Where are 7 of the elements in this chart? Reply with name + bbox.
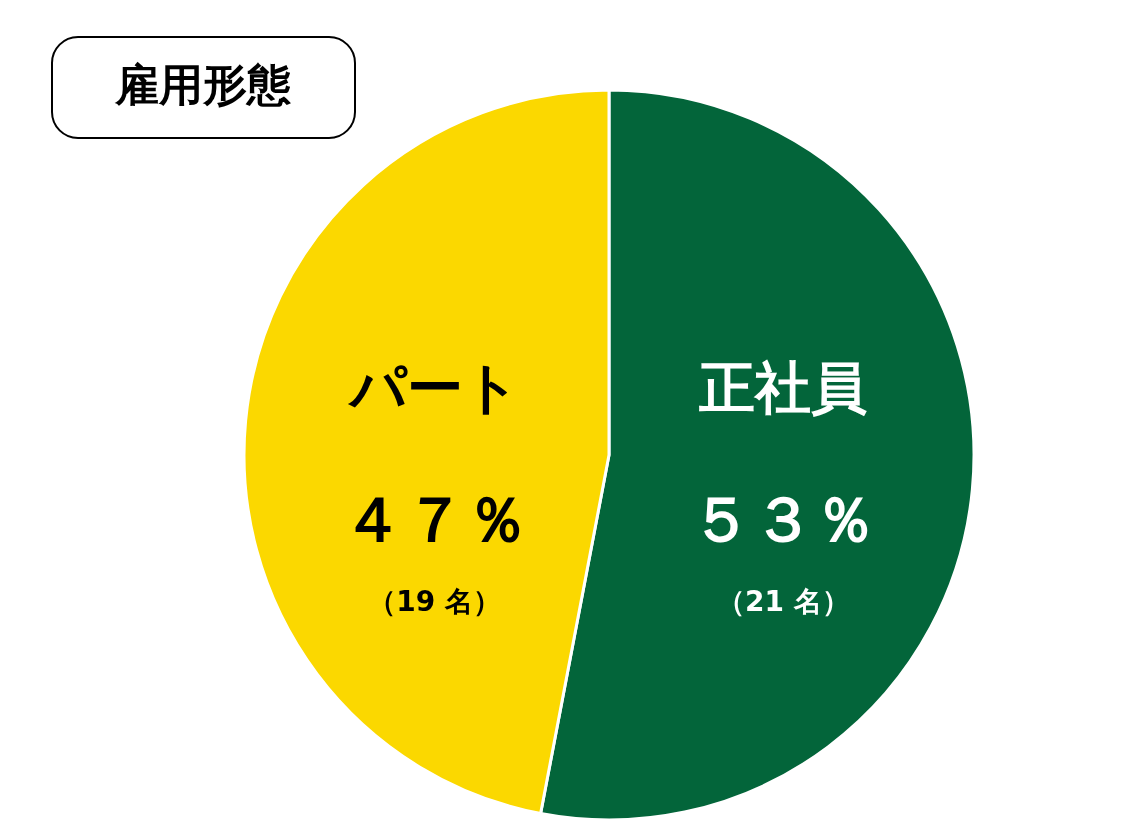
text: （19 名）	[368, 585, 501, 618]
chart-title: 雇用形態	[114, 59, 291, 110]
text: （21 名）	[717, 585, 850, 618]
data-label: ５３％	[690, 483, 877, 557]
data-label: ４７％	[341, 483, 528, 557]
slice-label: パート	[346, 355, 520, 421]
slice-label: 正社員	[698, 355, 868, 421]
